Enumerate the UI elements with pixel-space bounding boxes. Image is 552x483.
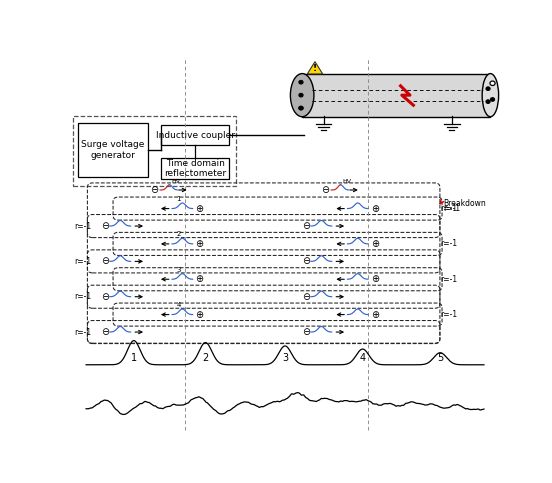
Circle shape — [486, 87, 490, 90]
Text: ⊕: ⊕ — [371, 239, 379, 249]
Text: Inductive coupler: Inductive coupler — [156, 130, 235, 140]
Text: 3: 3 — [177, 267, 181, 272]
Text: ⊕: ⊕ — [371, 203, 379, 213]
Text: r=-1: r=-1 — [74, 292, 91, 301]
Text: r=-1: r=-1 — [74, 257, 91, 266]
Text: ⊕: ⊕ — [371, 274, 379, 284]
Text: 1: 1 — [131, 353, 137, 363]
Circle shape — [299, 80, 303, 84]
Text: ⊖: ⊖ — [302, 327, 310, 337]
Text: HV: HV — [343, 179, 352, 185]
FancyBboxPatch shape — [161, 158, 230, 179]
Circle shape — [490, 81, 495, 85]
Text: Surge voltage
generator: Surge voltage generator — [81, 140, 145, 160]
Text: ⊖: ⊖ — [102, 256, 109, 267]
Circle shape — [299, 106, 303, 110]
Text: ⊖: ⊖ — [302, 292, 310, 302]
Text: Time domain
reflectometer: Time domain reflectometer — [164, 159, 226, 178]
Text: ⊕: ⊕ — [195, 239, 204, 249]
Text: !: ! — [313, 64, 317, 73]
Circle shape — [299, 93, 303, 97]
Text: ⊕: ⊕ — [371, 310, 379, 320]
Text: HV: HV — [172, 179, 181, 185]
Text: 4: 4 — [177, 302, 181, 308]
Text: ⊕: ⊕ — [195, 203, 204, 213]
Text: r=-1: r=-1 — [440, 204, 458, 213]
Text: ⊖: ⊖ — [102, 221, 109, 231]
Text: 5: 5 — [437, 353, 443, 363]
Text: 3: 3 — [282, 353, 288, 363]
Text: r=-1: r=-1 — [440, 310, 458, 319]
Ellipse shape — [482, 73, 498, 117]
Text: ⊖: ⊖ — [151, 185, 158, 195]
FancyBboxPatch shape — [161, 125, 230, 145]
Text: ⊖: ⊖ — [102, 327, 109, 337]
Polygon shape — [307, 62, 323, 74]
Text: r=-1: r=-1 — [74, 327, 91, 337]
Text: r=-1: r=-1 — [74, 222, 91, 230]
Text: ⊖: ⊖ — [302, 256, 310, 267]
Circle shape — [490, 98, 495, 101]
Text: r=-1: r=-1 — [440, 240, 458, 248]
Text: ⊖: ⊖ — [322, 185, 330, 195]
Text: ⊕: ⊕ — [195, 310, 204, 320]
Text: 2: 2 — [177, 231, 181, 237]
FancyBboxPatch shape — [77, 123, 148, 177]
Ellipse shape — [290, 73, 314, 117]
Text: 4: 4 — [359, 353, 365, 363]
Circle shape — [299, 106, 303, 110]
Circle shape — [486, 100, 490, 103]
Text: ⊖: ⊖ — [102, 292, 109, 302]
Text: r=-1: r=-1 — [443, 204, 460, 213]
Text: ⊖: ⊖ — [302, 221, 310, 231]
Text: 2: 2 — [203, 353, 209, 363]
Text: Breakdown: Breakdown — [443, 199, 486, 208]
Text: r=-1: r=-1 — [440, 275, 458, 284]
Polygon shape — [302, 73, 490, 117]
Text: 1: 1 — [177, 196, 181, 202]
Text: ⊕: ⊕ — [195, 274, 204, 284]
